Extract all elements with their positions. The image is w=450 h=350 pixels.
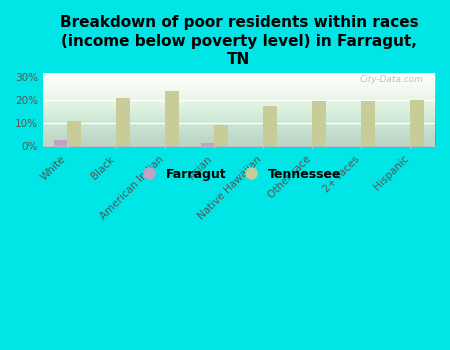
- Bar: [68, 121, 81, 146]
- Bar: [54, 140, 68, 146]
- Bar: [201, 144, 214, 146]
- Text: City-Data.com: City-Data.com: [359, 75, 423, 84]
- Bar: [410, 100, 424, 146]
- Bar: [166, 91, 179, 146]
- Bar: [312, 101, 326, 146]
- Legend: Farragut, Tennessee: Farragut, Tennessee: [132, 162, 346, 186]
- Bar: [361, 101, 375, 146]
- Bar: [214, 125, 228, 146]
- Bar: [263, 106, 277, 146]
- Bar: [117, 98, 130, 146]
- Title: Breakdown of poor residents within races
(income below poverty level) in Farragu: Breakdown of poor residents within races…: [59, 15, 418, 67]
